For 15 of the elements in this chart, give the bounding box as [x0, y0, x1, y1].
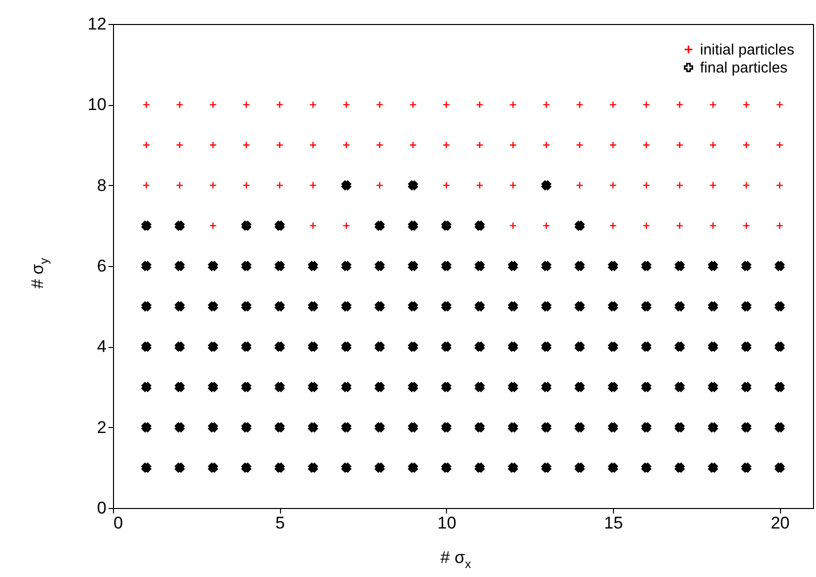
x-tick-label: 15 [604, 514, 623, 532]
y-tick-label: 2 [97, 418, 106, 437]
legend-label: final particles [700, 60, 788, 76]
x-tick-label: 10 [437, 514, 456, 532]
y-tick-label: 10 [88, 95, 106, 114]
x-tick-label: 20 [770, 514, 790, 532]
y-tick-label: 0 [97, 498, 106, 518]
y-tick-label: 6 [97, 256, 106, 276]
y-tick-label: 8 [97, 176, 106, 195]
legend-label: initial particles [700, 42, 794, 58]
x-tick-label: 0 [114, 514, 123, 532]
y-tick-label: 4 [97, 337, 106, 356]
y-tick-label: 12 [88, 14, 106, 34]
y-axis-title: # σy [28, 258, 51, 289]
x-tick-label: 5 [275, 514, 285, 532]
